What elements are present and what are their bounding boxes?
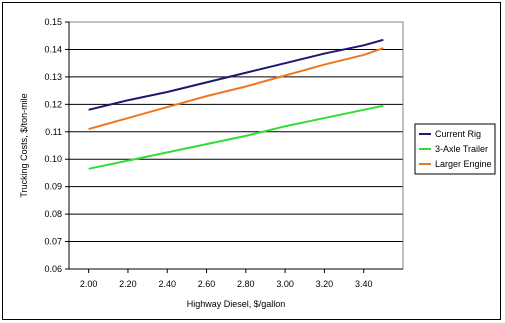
x-tick-label: 2.60 [198,279,216,289]
y-axis-title: Trucking Costs, $/ton-mile [19,93,29,197]
y-tick-label: 0.11 [45,127,62,137]
x-axis-title: Highway Diesel, $/gallon [187,299,286,309]
line-chart: 0.06 0.07 0.08 0.09 0.10 0.11 0.12 0.13 0.14 0.15… [19,17,496,309]
legend-label: Current Rig [435,129,481,139]
y-tick-label: 0.08 [44,209,62,219]
x-tick-label: 3.20 [316,279,334,289]
legend-label: Larger Engine [435,159,492,169]
series-line-current-rig [88,38,384,111]
x-tick-label: 2.80 [237,279,255,289]
legend-label: 3-Axle Trailer [435,144,488,154]
y-tick-label: 0.06 [44,264,62,274]
grid-lines [69,21,403,270]
y-tick-label: 0.10 [44,154,62,164]
x-tick-label: 2.20 [119,279,137,289]
chart-frame: 0.06 0.07 0.08 0.09 0.10 0.11 0.12 0.13 0.14 0.15… [2,2,501,320]
x-tick-label: 2.40 [158,279,176,289]
x-tick-label: 3.00 [276,279,294,289]
plot-area [68,21,404,270]
legend: Current Rig 3-Axle Trailer Larger Engine [414,123,496,175]
x-tick-label: 3.40 [355,279,373,289]
y-tick-label: 0.14 [44,44,62,54]
series-lines [88,38,384,170]
y-tick-label: 0.15 [44,17,62,27]
series-line-larger-engine [88,47,384,130]
series-line-3-axle-trailer [88,104,384,170]
plot-border [68,21,404,270]
y-tick-label: 0.13 [44,72,62,82]
x-axis-ticks: 2.00 2.20 2.40 2.60 2.80 3.00 3.20 3.40 [80,269,373,289]
y-axis-ticks: 0.06 0.07 0.08 0.09 0.10 0.11 0.12 0.13 0.14 0.15 [44,17,69,274]
x-tick-label: 2.00 [80,279,98,289]
y-tick-label: 0.12 [44,99,62,109]
y-tick-label: 0.09 [44,182,62,192]
y-tick-label: 0.07 [44,237,62,247]
